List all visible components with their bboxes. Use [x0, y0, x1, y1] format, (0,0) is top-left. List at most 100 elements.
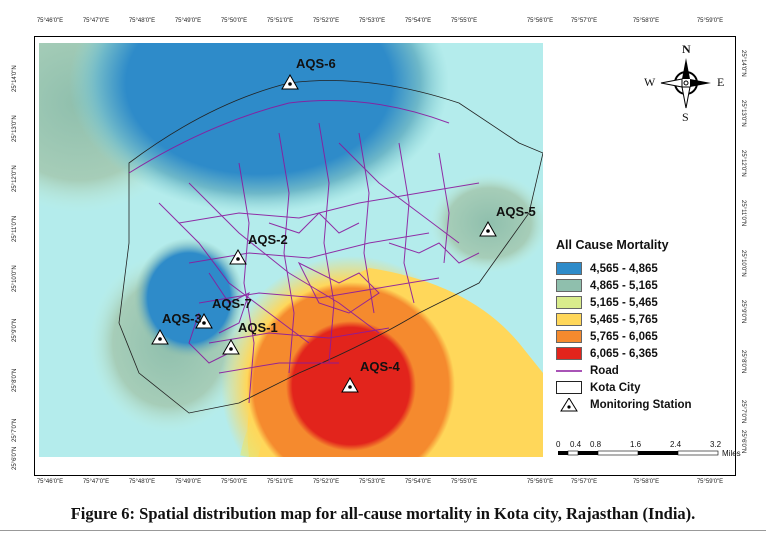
station-label-aqs-1: AQS-1 [238, 320, 278, 335]
legend-label: 5,165 - 5,465 [590, 296, 658, 309]
lat-tick-left: 25°13'0"N [12, 115, 18, 142]
scale-tick: 2.4 [670, 440, 682, 449]
scale-unit: Miles [722, 449, 741, 458]
lat-tick-right: 25°8'0"N [740, 350, 746, 374]
road-line-icon [556, 366, 582, 376]
north-arrow: N S W E [644, 42, 734, 124]
caption-divider [0, 530, 766, 531]
lat-tick-left: 25°8'0"N [12, 368, 18, 392]
station-label-aqs-7: AQS-7 [212, 296, 252, 311]
compass-rose-icon [660, 58, 711, 109]
legend-item-station: Monitoring Station [556, 396, 736, 413]
lat-tick-right: 25°13'0"N [740, 100, 746, 127]
lon-tick-bottom: 75°52'0"E [312, 479, 340, 485]
lat-tick-left: 25°9'0"N [12, 318, 18, 342]
lon-tick-bottom: 75°54'0"E [404, 479, 432, 485]
legend-swatch [556, 347, 582, 360]
map-legend: All Cause Mortality 4,565 - 4,865 4,865 … [556, 238, 736, 413]
lat-tick-right: 25°10'0"N [740, 250, 746, 277]
legend-item: 6,065 - 6,365 [556, 345, 736, 362]
lat-tick-right: 25°7'0"N [740, 400, 746, 424]
lon-tick-bottom: 75°46'0"E [36, 479, 64, 485]
legend-item: 5,465 - 5,765 [556, 311, 736, 328]
legend-item: 5,765 - 6,065 [556, 328, 736, 345]
lat-tick-right: 25°11'0"N [740, 200, 746, 227]
compass-e: E [717, 75, 725, 89]
kota-city-boundary [118, 80, 543, 414]
road-network [118, 80, 543, 414]
lon-tick-top: 75°51'0"E [266, 18, 294, 24]
legend-title: All Cause Mortality [556, 238, 669, 252]
legend-swatch [556, 330, 582, 343]
lat-tick-right: 25°12'0"N [740, 150, 746, 177]
legend-swatch [556, 296, 582, 309]
lon-tick-bottom: 75°50'0"E [220, 479, 248, 485]
scale-tick: 0.8 [590, 440, 602, 449]
lat-tick-left: 25°6'0"N [12, 446, 18, 470]
legend-label: Monitoring Station [590, 398, 692, 411]
map-canvas [39, 43, 543, 457]
lon-tick-top: 75°49'0"E [174, 18, 202, 24]
legend-label: 5,765 - 6,065 [590, 330, 658, 343]
lon-tick-top: 75°53'0"E [358, 18, 386, 24]
lat-tick-right: 25°9'0"N [740, 300, 746, 324]
legend-label: Kota City [590, 381, 641, 394]
legend-swatch [556, 279, 582, 292]
lon-tick-bottom: 75°57'0"E [570, 479, 598, 485]
legend-swatch [556, 313, 582, 326]
compass-s: S [682, 110, 689, 124]
lon-tick-top: 75°59'0"E [696, 18, 724, 24]
scale-bar-graphic [558, 450, 719, 456]
figure-caption: Figure 6: Spatial distribution map for a… [70, 504, 696, 523]
station-triangle-icon [556, 396, 582, 412]
legend-item-city: Kota City [556, 379, 736, 396]
legend-swatch [556, 262, 582, 275]
interpolation-surface [39, 43, 543, 457]
station-label-aqs-6: AQS-6 [296, 56, 336, 71]
station-label-aqs-2: AQS-2 [248, 232, 288, 247]
lon-tick-bottom: 75°59'0"E [696, 479, 724, 485]
lon-tick-bottom: 75°58'0"E [632, 479, 660, 485]
lon-tick-bottom: 75°56'0"E [526, 479, 554, 485]
legend-label: Road [590, 364, 619, 377]
lon-tick-top: 75°56'0"E [526, 18, 554, 24]
legend-item: 4,565 - 4,865 [556, 260, 736, 277]
legend-item: 4,865 - 5,165 [556, 277, 736, 294]
legend-label: 5,465 - 5,765 [590, 313, 658, 326]
legend-item: 5,165 - 5,465 [556, 294, 736, 311]
lon-tick-top: 75°57'0"E [570, 18, 598, 24]
lon-tick-top: 75°50'0"E [220, 18, 248, 24]
lon-tick-top: 75°58'0"E [632, 18, 660, 24]
scale-tick: 0.4 [570, 440, 582, 449]
lon-tick-top: 75°46'0"E [36, 18, 64, 24]
lon-tick-bottom: 75°47'0"E [82, 479, 110, 485]
lon-tick-bottom: 75°51'0"E [266, 479, 294, 485]
station-label-aqs-3: AQS-3 [162, 311, 202, 326]
lon-tick-top: 75°47'0"E [82, 18, 110, 24]
lat-tick-left: 25°14'0"N [12, 65, 18, 92]
city-boundary-icon [556, 381, 582, 394]
compass-n: N [682, 42, 691, 56]
scale-tick: 0 [556, 440, 561, 449]
lon-tick-bottom: 75°49'0"E [174, 479, 202, 485]
scale-tick: 3.2 [710, 440, 722, 449]
lat-tick-left: 25°12'0"N [12, 165, 18, 192]
lat-tick-left: 25°7'0"N [12, 418, 18, 442]
lon-tick-top: 75°52'0"E [312, 18, 340, 24]
legend-label: 4,565 - 4,865 [590, 262, 658, 275]
lon-tick-top: 75°48'0"E [128, 18, 156, 24]
scale-tick: 1.6 [630, 440, 642, 449]
lon-tick-bottom: 75°55'0"E [450, 479, 478, 485]
roads [128, 100, 480, 404]
lat-tick-left: 25°11'0"N [12, 215, 18, 242]
lon-tick-bottom: 75°53'0"E [358, 479, 386, 485]
lon-tick-top: 75°55'0"E [450, 18, 478, 24]
lat-tick-right: 25°14'0"N [740, 50, 746, 77]
scale-bar: 0 0.4 0.8 1.6 2.4 3.2 Miles [556, 440, 746, 466]
compass-w: W [644, 75, 656, 89]
lat-tick-left: 25°10'0"N [12, 265, 18, 292]
station-label-aqs-5: AQS-5 [496, 204, 536, 219]
station-label-aqs-4: AQS-4 [360, 359, 400, 374]
legend-item-road: Road [556, 362, 736, 379]
